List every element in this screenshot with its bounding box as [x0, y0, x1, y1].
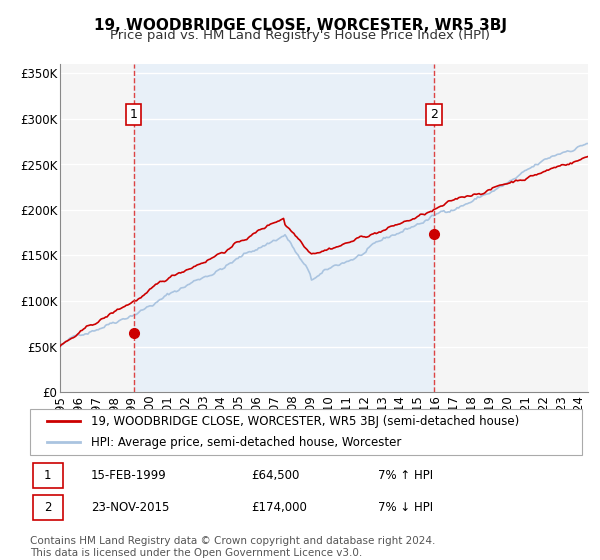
Text: 7% ↓ HPI: 7% ↓ HPI: [378, 501, 433, 514]
Text: This data is licensed under the Open Government Licence v3.0.: This data is licensed under the Open Gov…: [30, 548, 362, 558]
Text: 2: 2: [44, 501, 52, 514]
Text: Price paid vs. HM Land Registry's House Price Index (HPI): Price paid vs. HM Land Registry's House …: [110, 29, 490, 42]
Bar: [134, 64, 434, 392]
Text: 15-FEB-1999: 15-FEB-1999: [91, 469, 166, 482]
FancyBboxPatch shape: [33, 495, 63, 520]
Text: 2: 2: [430, 108, 438, 121]
Text: 23-NOV-2015: 23-NOV-2015: [91, 501, 169, 514]
Text: Contains HM Land Registry data © Crown copyright and database right 2024.: Contains HM Land Registry data © Crown c…: [30, 536, 436, 547]
Text: 1: 1: [44, 469, 52, 482]
FancyBboxPatch shape: [33, 463, 63, 488]
Text: 19, WOODBRIDGE CLOSE, WORCESTER, WR5 3BJ (semi-detached house): 19, WOODBRIDGE CLOSE, WORCESTER, WR5 3BJ…: [91, 415, 519, 428]
Text: £174,000: £174,000: [251, 501, 307, 514]
FancyBboxPatch shape: [30, 409, 582, 455]
Text: HPI: Average price, semi-detached house, Worcester: HPI: Average price, semi-detached house,…: [91, 436, 401, 449]
Text: 1: 1: [130, 108, 137, 121]
Text: 7% ↑ HPI: 7% ↑ HPI: [378, 469, 433, 482]
Text: 19, WOODBRIDGE CLOSE, WORCESTER, WR5 3BJ: 19, WOODBRIDGE CLOSE, WORCESTER, WR5 3BJ: [94, 18, 506, 33]
Text: £64,500: £64,500: [251, 469, 299, 482]
